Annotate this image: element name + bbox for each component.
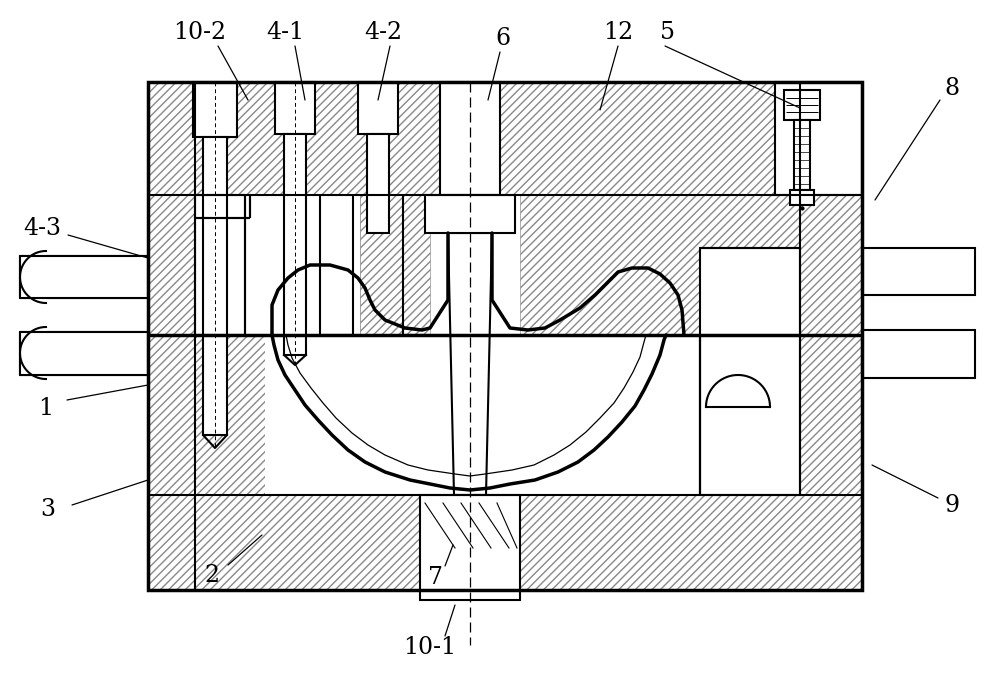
Polygon shape [148, 82, 862, 590]
Polygon shape [284, 134, 306, 355]
Text: 8: 8 [944, 76, 960, 99]
Polygon shape [425, 195, 515, 233]
Polygon shape [195, 195, 263, 218]
Polygon shape [195, 82, 800, 195]
Text: 9: 9 [944, 493, 960, 516]
Polygon shape [20, 251, 46, 303]
Polygon shape [193, 82, 237, 137]
Polygon shape [800, 195, 862, 495]
Polygon shape [195, 195, 360, 335]
Polygon shape [195, 335, 800, 495]
Polygon shape [700, 248, 800, 495]
Text: 5: 5 [660, 20, 676, 44]
Polygon shape [195, 195, 800, 335]
Text: 10-2: 10-2 [173, 20, 227, 44]
Polygon shape [440, 82, 500, 195]
Polygon shape [862, 248, 975, 295]
Text: 3: 3 [41, 498, 56, 521]
Polygon shape [148, 495, 862, 590]
Text: 12: 12 [603, 20, 633, 44]
Polygon shape [775, 82, 862, 195]
Polygon shape [20, 327, 46, 379]
Polygon shape [358, 82, 398, 134]
Polygon shape [700, 335, 800, 495]
Polygon shape [20, 332, 148, 375]
Text: 2: 2 [204, 564, 220, 587]
Polygon shape [784, 90, 820, 120]
Polygon shape [148, 195, 195, 495]
Polygon shape [420, 495, 520, 600]
Polygon shape [790, 190, 814, 205]
Text: 4-1: 4-1 [266, 20, 304, 44]
Polygon shape [700, 248, 800, 495]
Text: 7: 7 [428, 566, 443, 589]
Polygon shape [706, 375, 770, 407]
Polygon shape [360, 195, 430, 335]
Text: 4-2: 4-2 [364, 20, 402, 44]
Polygon shape [367, 134, 389, 233]
Polygon shape [195, 335, 265, 495]
Text: 10-1: 10-1 [403, 637, 457, 660]
Polygon shape [275, 82, 315, 134]
Polygon shape [448, 233, 492, 495]
Polygon shape [20, 256, 148, 298]
Text: 6: 6 [495, 26, 511, 49]
Polygon shape [265, 335, 700, 495]
Polygon shape [794, 120, 810, 190]
Text: 1: 1 [38, 397, 54, 420]
Polygon shape [520, 195, 800, 335]
Text: 4-3: 4-3 [23, 217, 61, 240]
Polygon shape [862, 330, 975, 378]
Polygon shape [203, 137, 227, 435]
